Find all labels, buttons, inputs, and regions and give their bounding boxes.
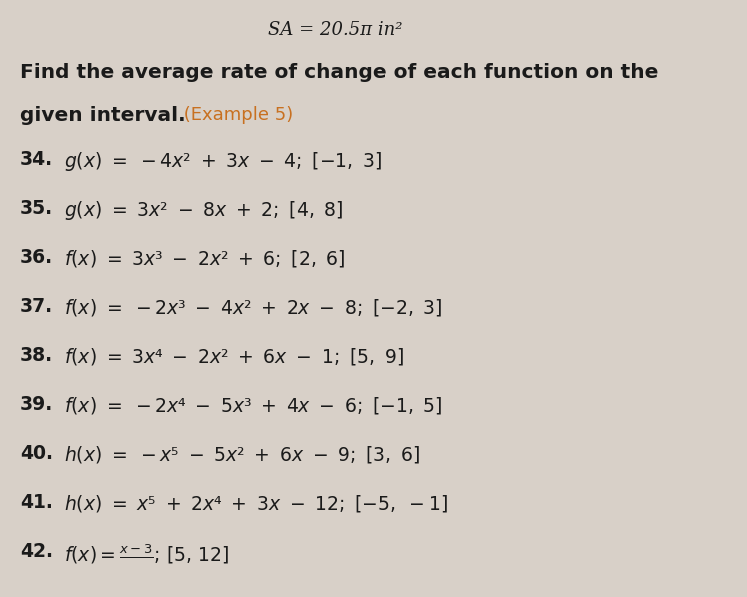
Text: 41.: 41.: [20, 493, 53, 512]
Text: 35.: 35.: [20, 199, 53, 219]
Text: $\mathit{g(x)\ =\ 3x²\ −\ 8x\ +\ 2;\ [4,\ 8]}$: $\mathit{g(x)\ =\ 3x²\ −\ 8x\ +\ 2;\ [4,…: [63, 199, 343, 223]
Text: $\mathit{g(x)\ =\ −4x²\ +\ 3x\ −\ 4;\ [−1,\ 3]}$: $\mathit{g(x)\ =\ −4x²\ +\ 3x\ −\ 4;\ [−…: [63, 150, 382, 174]
Text: 36.: 36.: [20, 248, 53, 267]
Text: $\mathit{h(x)\ =\ x⁵\ +\ 2x⁴\ +\ 3x\ −\ 12;\ [−5,\ −1]}$: $\mathit{h(x)\ =\ x⁵\ +\ 2x⁴\ +\ 3x\ −\ …: [63, 493, 447, 514]
Text: 37.: 37.: [20, 297, 53, 316]
Text: $\mathit{f(x)\ =\ 3x⁴\ −\ 2x²\ +\ 6x\ −\ 1;\ [5,\ 9]}$: $\mathit{f(x)\ =\ 3x⁴\ −\ 2x²\ +\ 6x\ −\…: [63, 346, 403, 367]
Text: $\mathit{f(x)\ =\ −2x³\ −\ 4x²\ +\ 2x\ −\ 8;\ [−2,\ 3]}$: $\mathit{f(x)\ =\ −2x³\ −\ 4x²\ +\ 2x\ −…: [63, 297, 442, 318]
Text: given interval.: given interval.: [20, 106, 186, 125]
Text: $\mathit{f(x)\ =\ 3x³\ −\ 2x²\ +\ 6;\ [2,\ 6]}$: $\mathit{f(x)\ =\ 3x³\ −\ 2x²\ +\ 6;\ [2…: [63, 248, 345, 269]
Text: $f(x) = \frac{x-3}{\quad}$; [5, 12]: $f(x) = \frac{x-3}{\quad}$; [5, 12]: [63, 542, 229, 566]
Text: $\mathit{h(x)\ =\ −x⁵\ −\ 5x²\ +\ 6x\ −\ 9;\ [3,\ 6]}$: $\mathit{h(x)\ =\ −x⁵\ −\ 5x²\ +\ 6x\ −\…: [63, 444, 420, 465]
Text: $\mathit{f(x)\ =\ −2x⁴\ −\ 5x³\ +\ 4x\ −\ 6;\ [−1,\ 5]}$: $\mathit{f(x)\ =\ −2x⁴\ −\ 5x³\ +\ 4x\ −…: [63, 395, 442, 416]
Text: 38.: 38.: [20, 346, 53, 365]
Text: 42.: 42.: [20, 542, 53, 561]
Text: 40.: 40.: [20, 444, 53, 463]
Text: SA = 20.5π in²: SA = 20.5π in²: [268, 21, 403, 39]
Text: 39.: 39.: [20, 395, 53, 414]
Text: (Example 5): (Example 5): [178, 106, 293, 124]
Text: Find the average rate of change of each function on the: Find the average rate of change of each …: [20, 63, 658, 82]
Text: 34.: 34.: [20, 150, 53, 170]
